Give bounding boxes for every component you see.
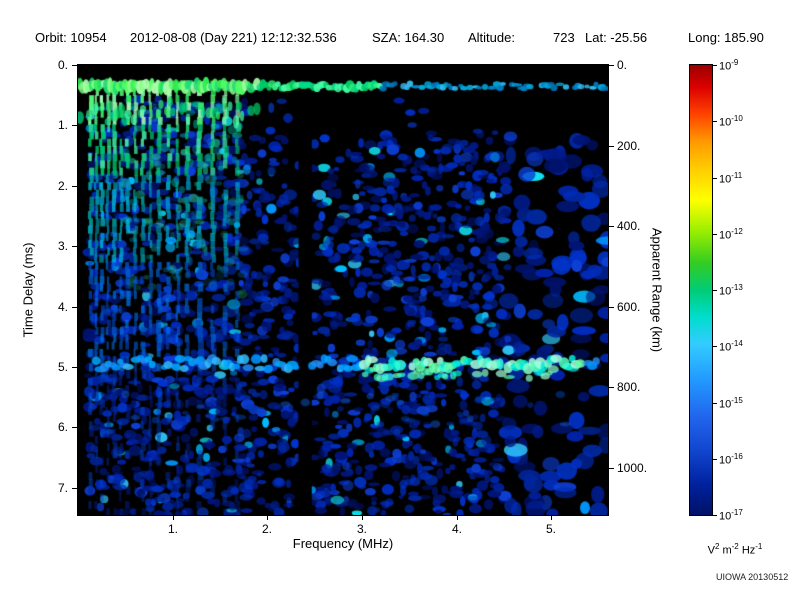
y-tick-label: 3.: [57, 239, 68, 253]
range-tick-label: 400.: [617, 219, 641, 233]
colorbar-tick: [713, 515, 717, 516]
unit-hz-exp: -1: [755, 542, 763, 551]
colorbar-tick-label: 10-9: [719, 58, 739, 73]
y-tick-label: 7.: [57, 481, 68, 495]
x-tick: [551, 516, 552, 520]
colorbar-gradient: [690, 65, 712, 515]
x-tick: [362, 516, 363, 520]
x-tick: [267, 516, 268, 520]
header-orbit: Orbit: 10954: [35, 30, 107, 45]
header-long: Long: 185.90: [688, 30, 764, 45]
header-altitude-value: 723: [553, 30, 575, 45]
unit-v-exp: 2: [714, 542, 720, 551]
y-tick: [72, 488, 77, 489]
y-axis-title-apparent-range: Apparent Range (km): [649, 227, 665, 353]
colorbar-tick: [713, 178, 717, 179]
unit-m: m: [722, 544, 732, 557]
y-tick-label: 2.: [57, 179, 68, 193]
range-tick-label: 0.: [617, 58, 628, 72]
y-tick-label: 6.: [57, 420, 68, 434]
y-tick: [72, 307, 77, 308]
range-tick-label: 600.: [617, 300, 641, 314]
unit-v: V: [707, 544, 715, 557]
unit-m-exp: -2: [731, 542, 739, 551]
y-axis-title-time-delay: Time Delay (ms): [20, 242, 36, 338]
y-tick-label: 1.: [57, 118, 68, 132]
spectrogram-plot-area: [77, 64, 609, 516]
colorbar-tick-label: 10-17: [719, 508, 743, 523]
colorbar-tick: [713, 459, 717, 460]
header-datetime: 2012-08-08 (Day 221) 12:12:32.536: [130, 30, 337, 45]
y-tick: [72, 125, 77, 126]
spectrogram-canvas: [78, 65, 608, 515]
y-tick: [72, 65, 77, 66]
y-tick: [72, 246, 77, 247]
range-tick: [609, 468, 614, 469]
range-tick: [609, 226, 614, 227]
y-tick-label: 0.: [57, 58, 68, 72]
range-tick-label: 800.: [617, 380, 641, 394]
colorbar-unit-label: V2 m-2 Hz-1: [690, 542, 780, 557]
colorbar-tick: [713, 346, 717, 347]
watermark: UIOWA 20130512: [716, 572, 789, 582]
y-tick-label: 4.: [57, 300, 68, 314]
y-tick: [72, 367, 77, 368]
x-tick: [173, 516, 174, 520]
y-tick: [72, 186, 77, 187]
header-altitude-label: Altitude:: [468, 30, 515, 45]
x-tick-label: 2.: [261, 522, 272, 536]
range-tick: [609, 65, 614, 66]
x-tick-label: 4.: [451, 522, 462, 536]
header-lat: Lat: -25.56: [585, 30, 648, 45]
colorbar-tick: [713, 290, 717, 291]
colorbar-tick-label: 10-14: [719, 339, 743, 354]
colorbar-tick-label: 10-13: [719, 283, 743, 298]
colorbar: [689, 64, 713, 516]
colorbar-tick-label: 10-12: [719, 227, 743, 242]
colorbar-tick: [713, 234, 717, 235]
header-sza: SZA: 164.30: [372, 30, 445, 45]
range-tick: [609, 307, 614, 308]
colorbar-tick: [713, 65, 717, 66]
range-tick-label: 1000.: [617, 461, 648, 475]
colorbar-tick-label: 10-11: [719, 171, 743, 186]
range-tick-label: 200.: [617, 139, 641, 153]
x-tick-label: 5.: [545, 522, 556, 536]
y-tick-label: 5.: [57, 360, 68, 374]
x-axis-title-frequency: Frequency (MHz): [292, 536, 394, 551]
range-tick: [609, 387, 614, 388]
colorbar-tick-label: 10-16: [719, 452, 743, 467]
x-tick-label: 1.: [167, 522, 178, 536]
colorbar-tick-label: 10-10: [719, 114, 743, 129]
colorbar-tick: [713, 121, 717, 122]
colorbar-tick: [713, 403, 717, 404]
x-tick-label: 3.: [356, 522, 367, 536]
y-tick: [72, 427, 77, 428]
unit-hz: Hz: [741, 544, 756, 557]
x-tick: [457, 516, 458, 520]
colorbar-tick-label: 10-15: [719, 396, 743, 411]
range-tick: [609, 146, 614, 147]
